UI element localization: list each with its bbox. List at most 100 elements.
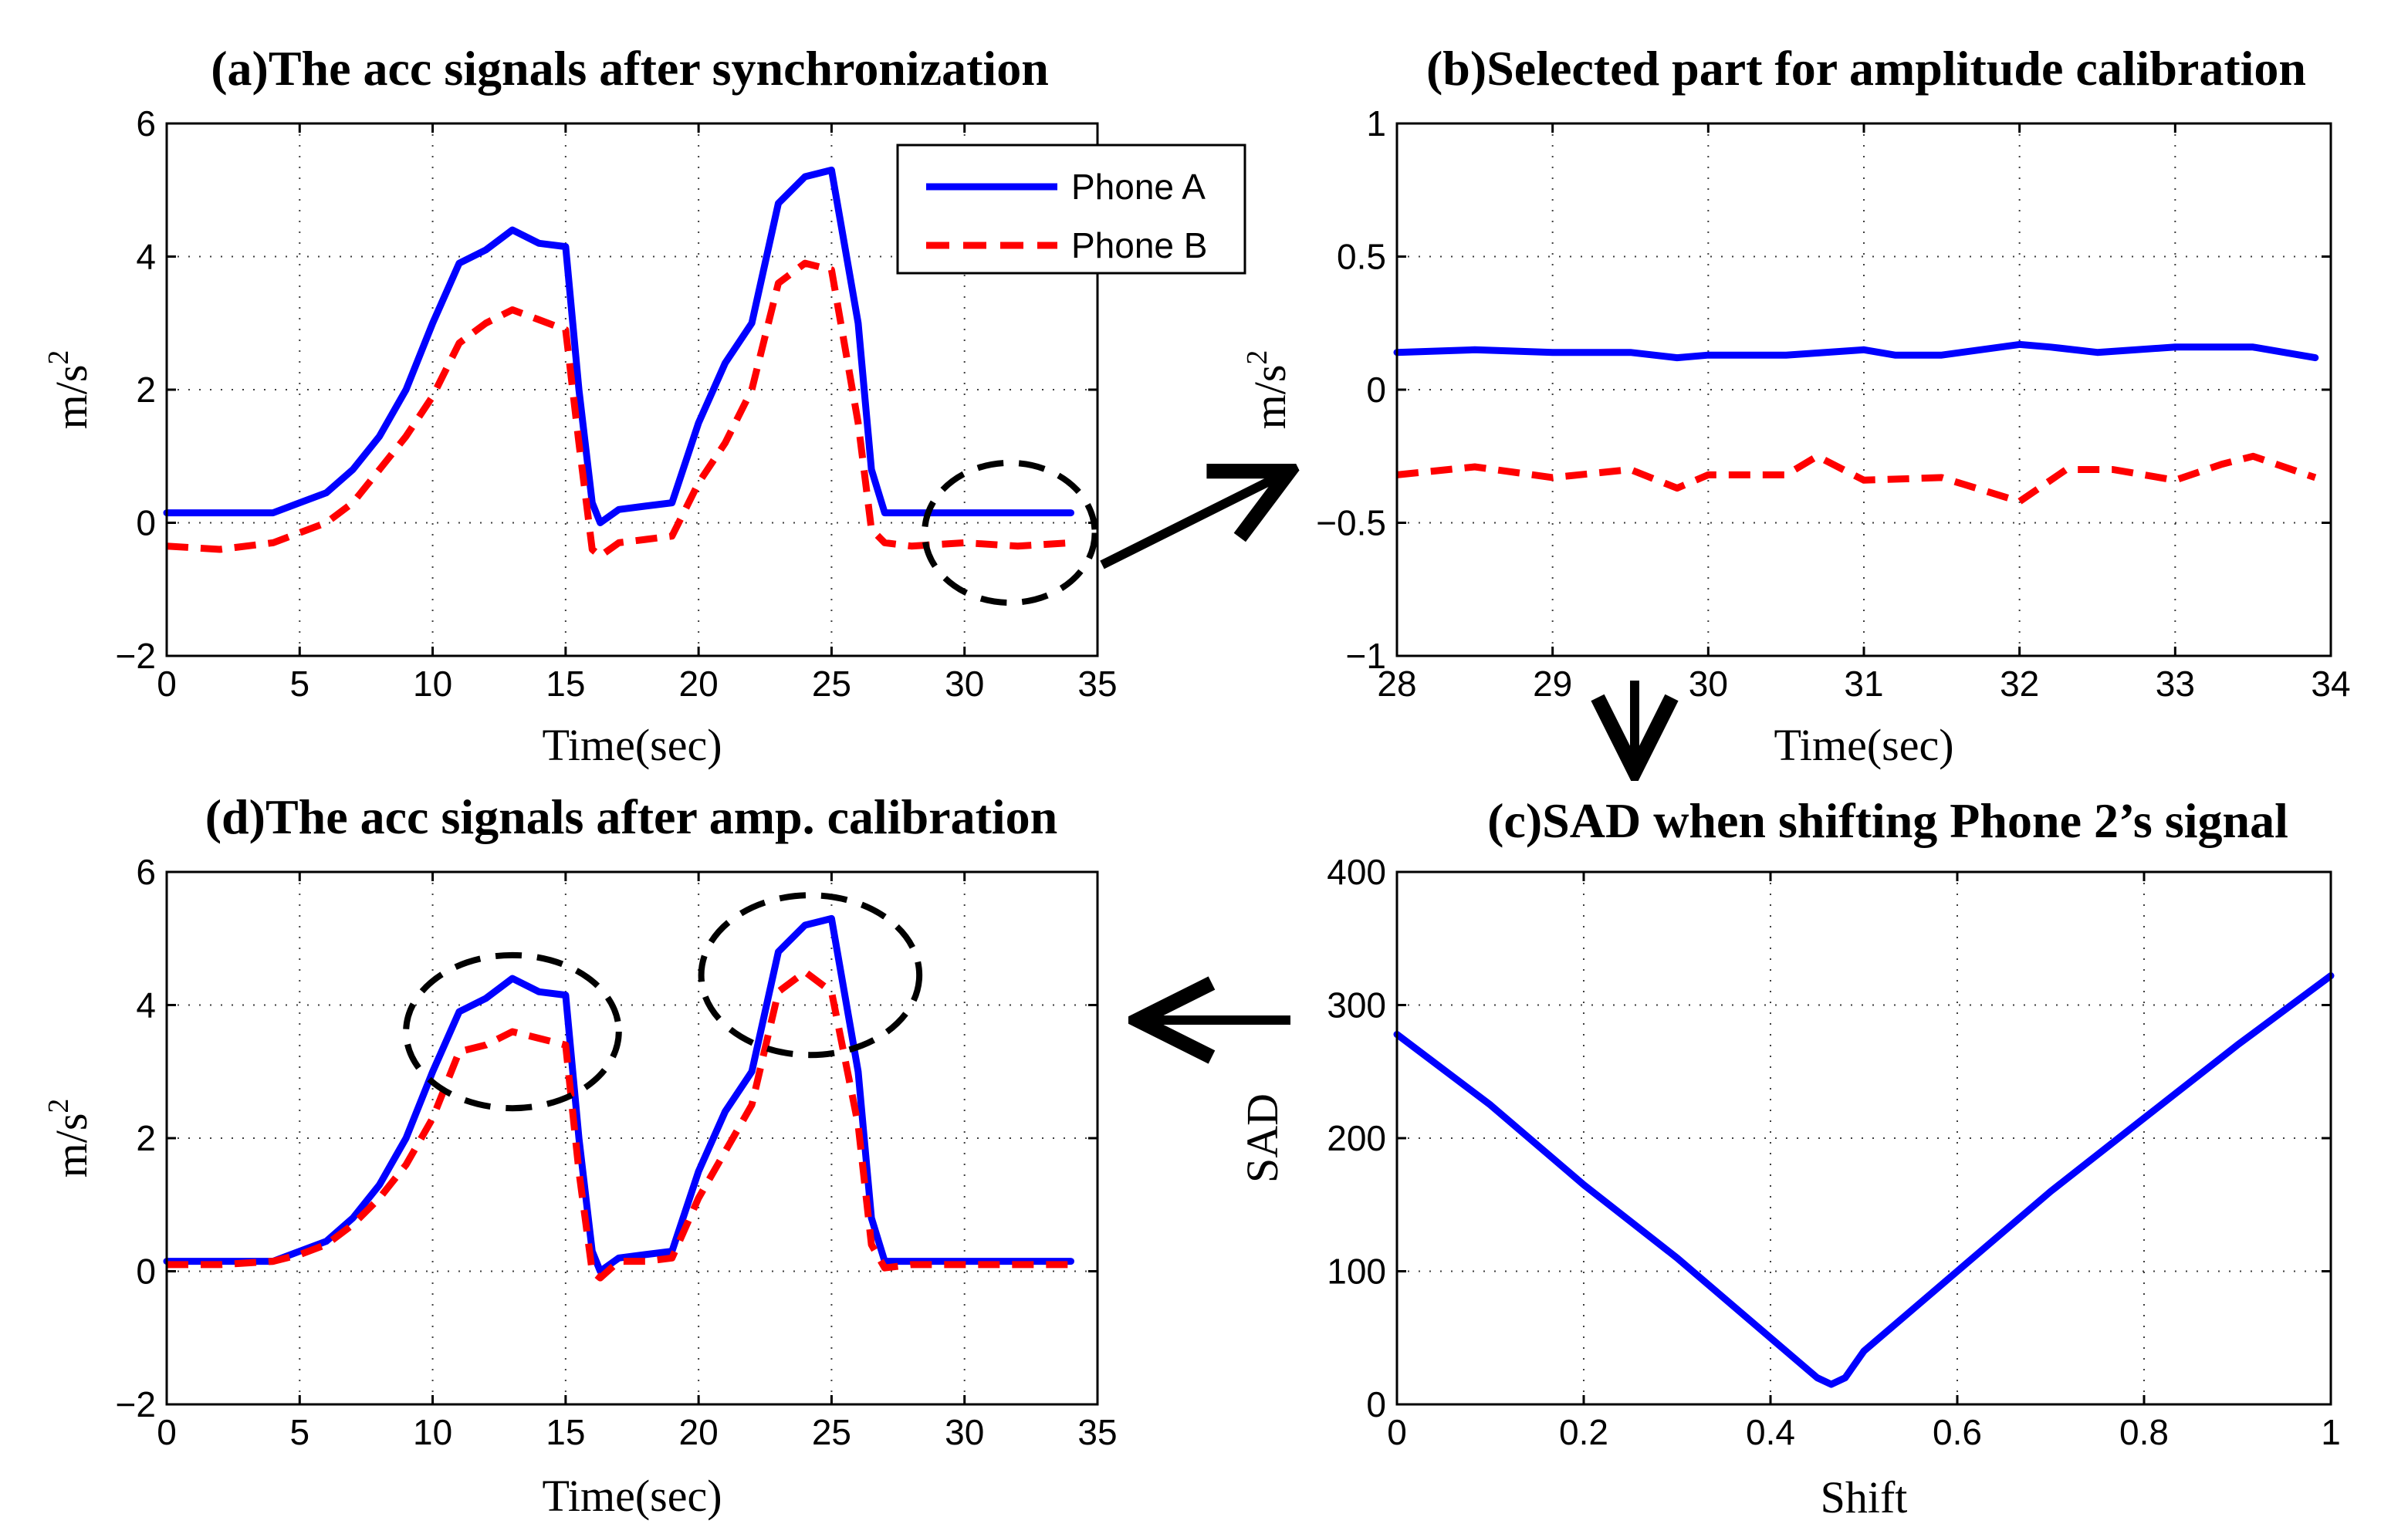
panel-c-ytick-label: 400 [1327,852,1386,892]
panel-a-series-phone-a-line [163,166,1074,526]
panel-c-ylabel: SAD [1237,1093,1287,1183]
panel-a-ylabel-unit: m/s [46,365,96,430]
panel-a-series [163,166,1074,560]
panel-b-xtick-label: 29 [1533,664,1572,704]
panel-d-xtick-label: 10 [413,1412,452,1452]
panel-c-xtick-label: 0 [1387,1412,1407,1452]
panel-d-xtick-label: 25 [812,1412,851,1452]
panel-d-xtick-label: 35 [1077,1412,1117,1452]
panel-d-ytick-label: −2 [116,1384,156,1424]
panel-d-axes-frame [165,870,1099,1406]
panel-a-ylabel: m/s2 [42,350,96,430]
panel-d-xtick-label: 30 [945,1412,984,1452]
panel-a-title: (a)The acc signals after synchronization [211,41,1049,96]
panel-d-series-phone-b-line [167,968,1071,1282]
panel-b-xtick-label: 32 [2000,664,2039,704]
panel-b-xtick-label: 34 [2311,664,2350,704]
panel-d-title: (d)The acc signals after amp. calibratio… [205,789,1058,844]
panel-a-ylabel-exponent: 2 [42,350,75,365]
panel-c-xtick-label: 0.6 [1933,1412,1982,1452]
panel-c-ytick-label: 300 [1327,985,1386,1025]
panel-a-ytick-label: 2 [136,370,156,410]
panel-d-series-phone-a-line [163,914,1074,1275]
panel-d-annotations [403,892,923,1112]
flow-arrows [1100,475,1635,1020]
panel-b: (b)Selected part for amplitude calibrati… [1241,41,2351,770]
panel-a-xtick-label: 30 [945,664,984,704]
panel-b-series-phone-b-line [1396,452,2317,505]
panel-b-ylabel: m/s2 [1241,350,1295,430]
panel-a: (a)The acc signals after synchronization… [42,41,1246,770]
panel-b-series [1393,340,2319,505]
panel-d-grid [167,872,1097,1404]
panel-b-series-phone-a-line [1393,340,2319,362]
panel-d: (d)The acc signals after amp. calibratio… [42,789,1118,1521]
panel-a-ytick-label: 0 [136,503,156,543]
panel-a-grid [167,123,1097,656]
panel-c-series-sad-line [1393,972,2335,1388]
panel-a-ytick-label: 6 [136,103,156,144]
panel-b-ylabel-unit: m/s [1245,365,1295,430]
panel-c-xtick-label: 0.8 [2119,1412,2169,1452]
legend-label-phone-b: Phone B [1071,225,1207,265]
panel-d-ytick-label: 2 [136,1118,156,1158]
panel-a-annotations [922,459,1098,606]
panel-a-xlabel: Time(sec) [542,720,722,770]
panel-c-xtick-label: 0.4 [1746,1412,1795,1452]
panel-b-ytick-label: 1 [1366,103,1386,144]
panel-c-ytick-label: 200 [1327,1118,1386,1158]
panel-b-ylabel-exponent: 2 [1241,350,1273,365]
panel-d-annotation-ellipse [698,892,923,1059]
panel-a-ytick-label: 4 [136,237,156,277]
panel-b-xtick-label: 31 [1844,664,1883,704]
panel-d-xtick-label: 15 [546,1412,585,1452]
panel-c-axes-frame [1395,870,2332,1406]
panel-d-xlabel: Time(sec) [542,1471,722,1521]
panel-a-series-phone-b-line [166,259,1071,560]
panel-d-ytick-label: 0 [136,1252,156,1292]
panel-a-xtick-label: 15 [546,664,585,704]
arrow-a-to-b [1100,475,1281,569]
panel-b-ytick-label: −1 [1346,636,1386,676]
panel-c-xtick-label: 1 [2321,1412,2341,1452]
panel-c-ytick-label: 0 [1366,1384,1386,1424]
panel-d-ytick-label: 4 [136,985,156,1025]
panel-c-xtick-label: 0.2 [1559,1412,1608,1452]
panel-b-ytick-label: 0 [1366,370,1386,410]
panel-d-ylabel-exponent: 2 [42,1099,75,1113]
panel-a-xtick-label: 25 [812,664,851,704]
panel-c-ticks: 0 0.2 0.4 0.6 0.8 1 0 100 200 300 400 [1327,852,2341,1452]
panel-c-xlabel: Shift [1821,1472,1908,1522]
panel-b-title: (b)Selected part for amplitude calibrati… [1426,41,2306,96]
panel-a-xtick-label: 20 [679,664,719,704]
panel-b-ticks: 28 29 30 31 32 33 34 −1 −0.5 0 0.5 1 [1316,103,2350,704]
panel-c-grid [1397,872,2331,1404]
legend: Phone A Phone B [896,144,1246,275]
panel-d-ytick-label: 6 [136,852,156,892]
panel-d-series [163,914,1074,1282]
panel-a-axes-frame [165,122,1099,657]
panel-c-title: (c)SAD when shifting Phone 2’s signal [1487,793,2288,848]
panel-b-xtick-label: 28 [1377,664,1416,704]
panel-a-xtick-label: 10 [413,664,452,704]
legend-box [896,144,1246,275]
panel-b-grid [1397,123,2331,656]
panel-d-xtick-label: 20 [679,1412,719,1452]
panel-b-axes-frame [1395,122,2332,657]
panel-a-xtick-label: 0 [157,664,177,704]
panel-d-xtick-label: 5 [289,1412,309,1452]
legend-label-phone-a: Phone A [1071,167,1206,207]
panel-d-xtick-label: 0 [157,1412,177,1452]
panel-d-ylabel-unit: m/s [46,1113,96,1178]
panel-b-ytick-label: 0.5 [1337,237,1386,277]
panel-b-xlabel: Time(sec) [1774,720,1953,770]
panel-a-annotation-ellipse [922,459,1098,606]
panel-d-ylabel: m/s2 [42,1099,96,1178]
panel-d-annotation-ellipse [403,951,622,1112]
panel-c-ytick-label: 100 [1327,1252,1386,1292]
panel-a-xtick-label: 35 [1077,664,1117,704]
